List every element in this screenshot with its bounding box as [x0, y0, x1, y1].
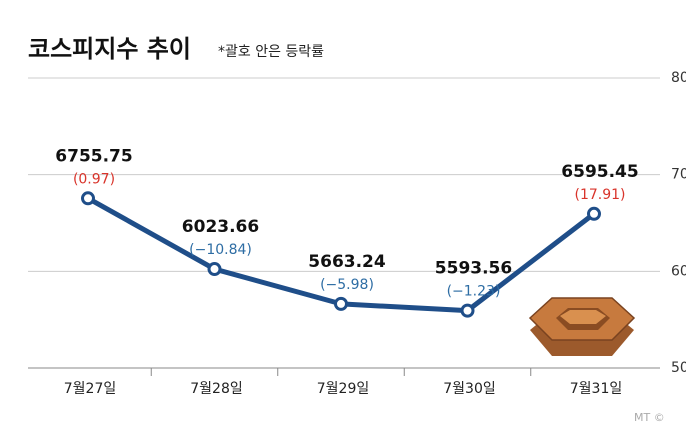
change-label: (0.97) — [73, 171, 115, 187]
x-tick-label: 7월30일 — [443, 381, 495, 397]
chart-title: 코스피지수 추이 — [28, 35, 191, 63]
y-tick-label: 5000 — [671, 360, 686, 376]
point — [207, 262, 222, 277]
point — [460, 303, 475, 318]
change-label: (−1.23) — [447, 284, 501, 300]
point — [334, 296, 348, 311]
point — [81, 191, 95, 206]
y-tick-label: 7000 — [671, 167, 686, 183]
point — [587, 206, 601, 221]
change-label: (−5.98) — [320, 277, 374, 293]
x-tick-label: 7월29일 — [317, 381, 369, 397]
change-label: (17.91) — [574, 187, 625, 203]
x-tick-label: 7월27일 — [64, 381, 116, 397]
watermark: MT © — [634, 411, 665, 424]
y-tick-label: 8000 — [671, 70, 686, 86]
value-label: 5593.56 — [435, 259, 512, 279]
value-label: 6595.45 — [561, 162, 638, 182]
chart-subtitle: *괄호 안은 등락률 — [218, 44, 324, 60]
hexagon-icon — [528, 297, 636, 356]
value-label: 5663.24 — [308, 252, 386, 272]
value-label: 6755.75 — [55, 146, 132, 166]
y-tick-label: 6000 — [671, 263, 686, 279]
change-label: (−10.84) — [189, 242, 252, 258]
x-tick-label: 7월28일 — [190, 381, 242, 397]
x-tick-label: 7월31일 — [570, 381, 622, 397]
value-label: 6023.66 — [182, 217, 259, 237]
